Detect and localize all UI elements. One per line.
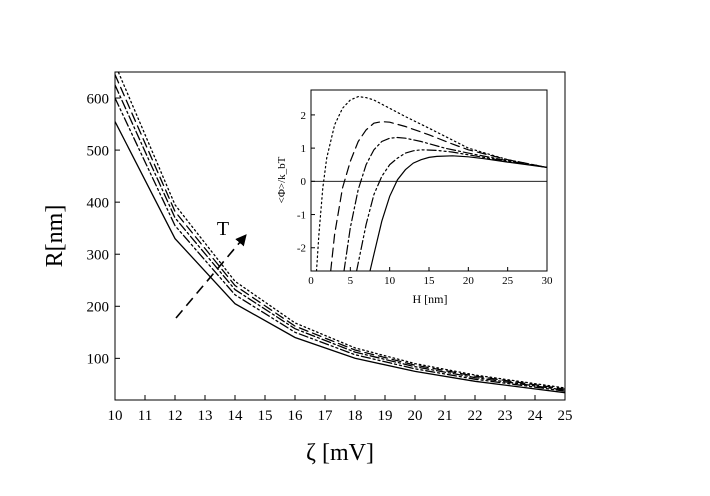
inset-x-tick-label: 15 xyxy=(424,275,436,287)
inset-plot-frame xyxy=(310,89,548,272)
main-x-tick-label: 24 xyxy=(528,408,544,424)
main-series-solid xyxy=(115,120,565,394)
main-x-tick-label: 25 xyxy=(558,408,573,424)
inset-series-dashed xyxy=(330,120,547,271)
main-x-tick-label: 13 xyxy=(198,408,213,424)
main-x-axis-label: ζ [mV] xyxy=(306,440,374,466)
temperature-annotation: T xyxy=(217,218,229,240)
main-x-tick-label: 12 xyxy=(168,408,183,424)
main-x-tick-label: 14 xyxy=(228,408,244,424)
main-series-dash-dot xyxy=(115,84,565,391)
main-y-tick-label: 400 xyxy=(87,195,110,211)
inset-series-dotted xyxy=(315,95,547,271)
inset-x-tick-label: 0 xyxy=(308,275,314,287)
inset-y-tick-label: 0 xyxy=(301,176,307,188)
inset-y-tick-label: 1 xyxy=(301,143,307,155)
inset-y-tick-label: 2 xyxy=(301,110,307,122)
main-series-dash-dot-dot xyxy=(115,97,565,392)
main-x-tick-label: 17 xyxy=(318,408,334,424)
main-series-group xyxy=(115,72,565,394)
inset-series-dash-dot-dot xyxy=(356,149,547,271)
inset-series-dash-dot xyxy=(343,136,547,271)
main-x-tick-label: 16 xyxy=(288,408,304,424)
inset-x-axis-label: H [nm] xyxy=(413,292,448,306)
main-y-tick-label: 600 xyxy=(87,91,110,107)
main-y-tick-label: 100 xyxy=(87,352,110,368)
inset-series-solid xyxy=(369,155,547,271)
inset-y-tick-label: -2 xyxy=(297,243,306,255)
main-x-tick-label: 19 xyxy=(378,408,393,424)
main-y-tick-label: 200 xyxy=(87,300,110,316)
inset-x-tick-label: 30 xyxy=(542,275,554,287)
main-x-tick-label: 11 xyxy=(138,408,152,424)
main-y-tick-label: 300 xyxy=(87,247,110,263)
main-x-tick-label: 21 xyxy=(438,408,453,424)
main-axis-ticks: 10 11 12 13 14 15 16 17 18 19 20 21 22 23 24 2510020030… xyxy=(87,91,573,424)
inset-y-tick-label: -1 xyxy=(297,209,306,221)
main-x-tick-label: 10 xyxy=(108,408,123,424)
main-series-dotted xyxy=(117,72,565,389)
main-series-dashed xyxy=(115,73,565,390)
temperature-arrow xyxy=(175,234,247,319)
inset-x-tick-label: 20 xyxy=(463,275,475,287)
inset-y-axis-label: <Φ>/k_bT xyxy=(276,156,288,203)
inset-series-group xyxy=(311,95,547,271)
inset-x-tick-label: 10 xyxy=(384,275,396,287)
inset-axis-ticks: 0 5 10 15 20 25 30 -2 -1 0 1 2 xyxy=(297,110,553,287)
main-y-tick-label: 500 xyxy=(87,143,110,159)
main-x-tick-label: 18 xyxy=(348,408,363,424)
main-x-tick-label: 23 xyxy=(498,408,513,424)
inset-x-tick-label: 25 xyxy=(502,275,514,287)
inset-background xyxy=(311,90,547,271)
main-x-tick-label: 20 xyxy=(408,408,423,424)
main-x-tick-label: 15 xyxy=(258,408,273,424)
main-y-axis-label: R[nm] xyxy=(42,205,68,268)
main-x-tick-label: 22 xyxy=(468,408,483,424)
main-plot-frame xyxy=(114,71,566,401)
inset-x-tick-label: 5 xyxy=(348,275,354,287)
